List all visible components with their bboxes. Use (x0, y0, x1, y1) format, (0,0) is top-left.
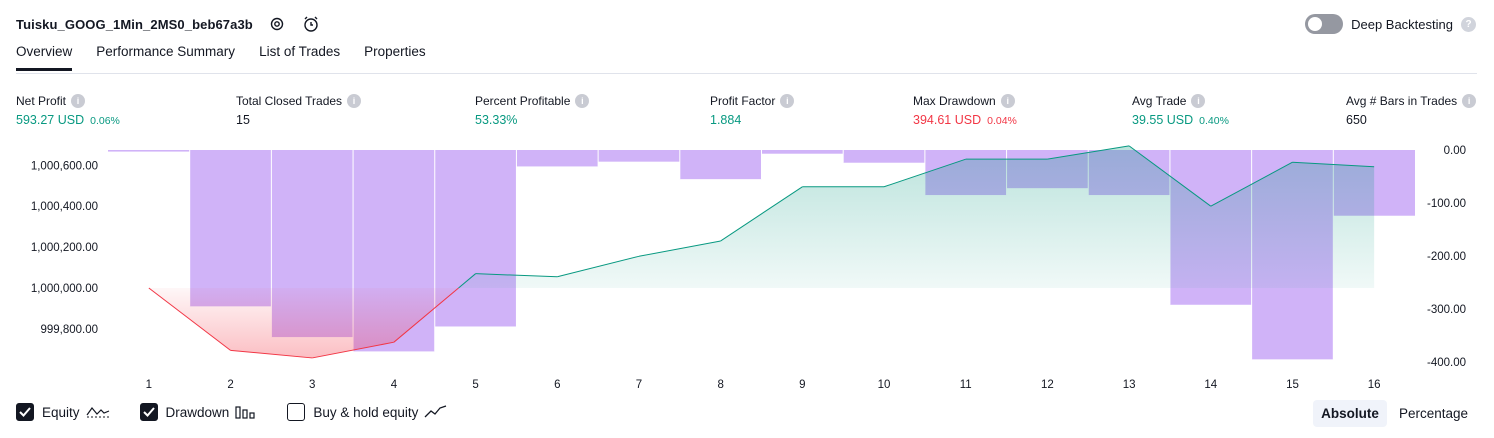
x-axis-tick-label: 15 (1286, 379, 1299, 391)
equity-line-icon (86, 405, 110, 419)
metric-value: 53.33% (475, 113, 517, 127)
metric-label: Percent Profitable (475, 94, 570, 108)
legend-equity[interactable]: Equity (16, 403, 110, 421)
drawdown-bar (108, 150, 190, 152)
right-axis-tick-label: -200.00 (1427, 251, 1466, 263)
drawdown-bars-icon (235, 405, 257, 419)
metric-value: 39.55 USD (1132, 113, 1193, 127)
deep-backtesting: Deep Backtesting ? (1305, 14, 1476, 34)
metric-net-profit: Net Profit i 593.27 USD 0.06% (16, 94, 120, 127)
tabs-divider (16, 73, 1477, 74)
add-alert-icon[interactable] (301, 14, 321, 34)
metric-value: 1.884 (710, 113, 741, 127)
metric-value: 15 (236, 113, 250, 127)
settings-icon[interactable] (267, 14, 287, 34)
metric-value: 394.61 USD (913, 113, 981, 127)
help-icon[interactable]: ? (1461, 17, 1476, 32)
mode-switch: Absolute Percentage (1313, 400, 1476, 427)
metric-total-closed-trades: Total Closed Trades i 15 (236, 94, 361, 127)
strategy-name: Tuisku_GOOG_1Min_2MS0_beb67a3b (16, 17, 253, 32)
metric-value: 650 (1346, 113, 1367, 127)
metric-label: Avg # Bars in Trades (1346, 94, 1457, 108)
drawdown-bar (843, 150, 925, 163)
left-axis-tick-label: 1,000,600.00 (31, 160, 98, 172)
x-axis-tick-label: 10 (878, 379, 891, 391)
strategy-header: Tuisku_GOOG_1Min_2MS0_beb67a3b (16, 12, 321, 36)
metric-percent: 0.40% (1199, 115, 1229, 127)
equity-chart[interactable]: 1,000,600.00 1,000,400.00 1,000,200.00 1,00… (0, 140, 1494, 398)
metric-percent: 0.06% (90, 115, 120, 127)
legend-drawdown-label: Drawdown (166, 405, 230, 420)
right-axis-tick-label: -400.00 (1427, 357, 1466, 369)
deep-backtesting-toggle[interactable] (1305, 14, 1343, 34)
metric-profit-factor: Profit Factor i 1.884 (710, 94, 794, 127)
metric-label: Net Profit (16, 94, 66, 108)
info-icon[interactable]: i (1462, 94, 1476, 108)
x-axis-tick-label: 16 (1368, 379, 1381, 391)
drawdown-bar (435, 150, 517, 326)
left-axis-tick-label: 1,000,400.00 (31, 201, 98, 213)
right-axis-tick-label: -100.00 (1427, 198, 1466, 210)
percentage-button[interactable]: Percentage (1391, 400, 1476, 427)
x-axis-tick-label: 6 (554, 379, 560, 391)
metric-percent: 0.04% (987, 115, 1017, 127)
drawdown-bar (762, 150, 844, 154)
legend-equity-label: Equity (42, 405, 80, 420)
buy-hold-checkbox[interactable] (287, 403, 305, 421)
info-icon[interactable]: i (1001, 94, 1015, 108)
tab-properties[interactable]: Properties (364, 44, 426, 71)
drawdown-bar (598, 150, 680, 162)
metric-label: Total Closed Trades (236, 94, 342, 108)
drawdown-bar (680, 150, 762, 179)
legend-buy-hold-label: Buy & hold equity (313, 405, 418, 420)
info-icon[interactable]: i (575, 94, 589, 108)
metric-avg-trade: Avg Trade i 39.55 USD 0.40% (1132, 94, 1229, 127)
tab-overview[interactable]: Overview (16, 44, 72, 71)
left-axis-tick-label: 999,800.00 (40, 324, 98, 336)
x-axis-tick-label: 13 (1123, 379, 1136, 391)
info-icon[interactable]: i (780, 94, 794, 108)
x-axis-tick-label: 14 (1204, 379, 1217, 391)
tab-bar: Overview Performance Summary List of Tra… (16, 44, 426, 71)
x-axis-tick-label: 8 (717, 379, 723, 391)
buy-hold-line-icon (424, 405, 448, 419)
info-icon[interactable]: i (71, 94, 85, 108)
x-axis-tick-label: 9 (799, 379, 805, 391)
x-axis-tick-label: 4 (391, 379, 398, 391)
drawdown-bar (516, 150, 598, 166)
x-axis-tick-label: 11 (960, 379, 972, 391)
legend-buy-hold[interactable]: Buy & hold equity (287, 403, 448, 421)
metric-value: 593.27 USD (16, 113, 84, 127)
left-axis-tick-label: 1,000,200.00 (31, 242, 98, 254)
deep-backtesting-label: Deep Backtesting (1351, 17, 1453, 32)
metric-avg-bars: Avg # Bars in Trades i 650 (1346, 94, 1476, 127)
chart-legend: Equity Drawdown Buy & hold equity (16, 403, 478, 421)
metric-label: Profit Factor (710, 94, 775, 108)
info-icon[interactable]: i (347, 94, 361, 108)
x-axis-tick-label: 12 (1041, 379, 1054, 391)
left-axis-tick-label: 1,000,000.00 (31, 283, 98, 295)
right-axis-tick-label: 0.00 (1444, 145, 1466, 157)
x-axis-tick-label: 3 (309, 379, 315, 391)
absolute-button[interactable]: Absolute (1313, 400, 1387, 427)
metric-percent-profitable: Percent Profitable i 53.33% (475, 94, 589, 127)
metric-max-drawdown: Max Drawdown i 394.61 USD 0.04% (913, 94, 1017, 127)
legend-drawdown[interactable]: Drawdown (140, 403, 258, 421)
right-axis-tick-label: -300.00 (1427, 304, 1466, 316)
metric-label: Avg Trade (1132, 94, 1186, 108)
x-axis-tick-label: 1 (146, 379, 152, 391)
tab-list-of-trades[interactable]: List of Trades (259, 44, 340, 71)
drawdown-bar (190, 150, 272, 306)
equity-checkbox[interactable] (16, 403, 34, 421)
drawdown-checkbox[interactable] (140, 403, 158, 421)
x-axis-tick-label: 5 (472, 379, 478, 391)
metric-label: Max Drawdown (913, 94, 996, 108)
info-icon[interactable]: i (1191, 94, 1205, 108)
x-axis-tick-label: 7 (636, 379, 642, 391)
tab-performance-summary[interactable]: Performance Summary (96, 44, 235, 71)
x-axis-tick-label: 2 (227, 379, 233, 391)
